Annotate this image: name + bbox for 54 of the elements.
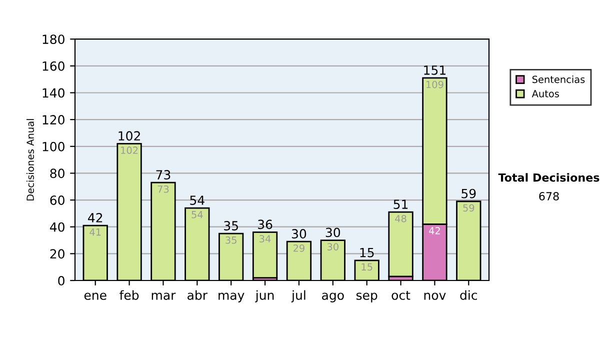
text: Total Decisiones	[498, 173, 600, 182]
total-label: 30	[292, 229, 306, 239]
data-label: 109	[426, 80, 444, 88]
x-tick-label: dic	[460, 290, 478, 300]
data-label: 42	[428, 227, 440, 234]
y-tick-label: 0	[58, 276, 64, 286]
y-tick-label: 80	[50, 168, 64, 178]
bar	[388, 211, 414, 278]
data-label: 54	[192, 211, 203, 218]
data-label: 30	[327, 243, 338, 250]
data-label: 73	[158, 185, 169, 193]
y-axis-title: Decisiones Anual	[26, 119, 34, 200]
x-tick-label: ago	[322, 292, 344, 302]
x-tick-label: abr	[188, 290, 208, 300]
x-tick-label: ene	[84, 292, 106, 300]
data-label: 102	[121, 146, 138, 154]
x-tick-label: jun	[255, 290, 274, 302]
total-label: 54	[190, 196, 204, 205]
y-tick-label: 60	[50, 196, 64, 205]
data-label: 15	[362, 263, 372, 271]
total-label: 51	[394, 200, 408, 210]
x-tick-label: may	[218, 292, 244, 302]
data-label: 35	[226, 236, 236, 244]
y-tick-label: 140	[42, 88, 64, 98]
total-label: 102	[118, 131, 140, 141]
x-tick-label: oct	[392, 290, 410, 300]
data-label: 48	[395, 214, 406, 222]
total-label: 15	[360, 248, 374, 258]
total-label: 36	[258, 220, 272, 230]
data-label: 59	[463, 204, 474, 212]
x-tick-label: jul	[291, 290, 306, 302]
total-label: 73	[156, 170, 170, 180]
total-label: 151	[424, 66, 446, 75]
x-tick-label: nov	[424, 292, 446, 300]
total-label: 30	[326, 228, 340, 238]
x-tick-label: feb	[120, 290, 139, 300]
legend-label: Autos	[532, 90, 559, 98]
y-tick-label: 100	[42, 142, 64, 152]
data-label: 34	[260, 235, 271, 242]
bar	[252, 232, 278, 279]
data-label: 41	[90, 228, 101, 236]
x-tick-label: mar	[152, 292, 176, 300]
y-tick-label: 120	[42, 115, 64, 124]
y-tick-label: 20	[50, 249, 64, 259]
y-tick-label: 180	[42, 34, 64, 44]
y-tick-label: 160	[42, 61, 64, 71]
total-label: 59	[462, 188, 476, 198]
total-label: 42	[88, 212, 102, 222]
y-tick-label: 40	[50, 222, 64, 232]
x-tick-label: sep	[356, 292, 378, 302]
legend-label: Sentencias	[532, 76, 585, 84]
data-label: 29	[293, 244, 304, 252]
total-label: 35	[224, 221, 238, 230]
text: 678	[539, 192, 559, 200]
